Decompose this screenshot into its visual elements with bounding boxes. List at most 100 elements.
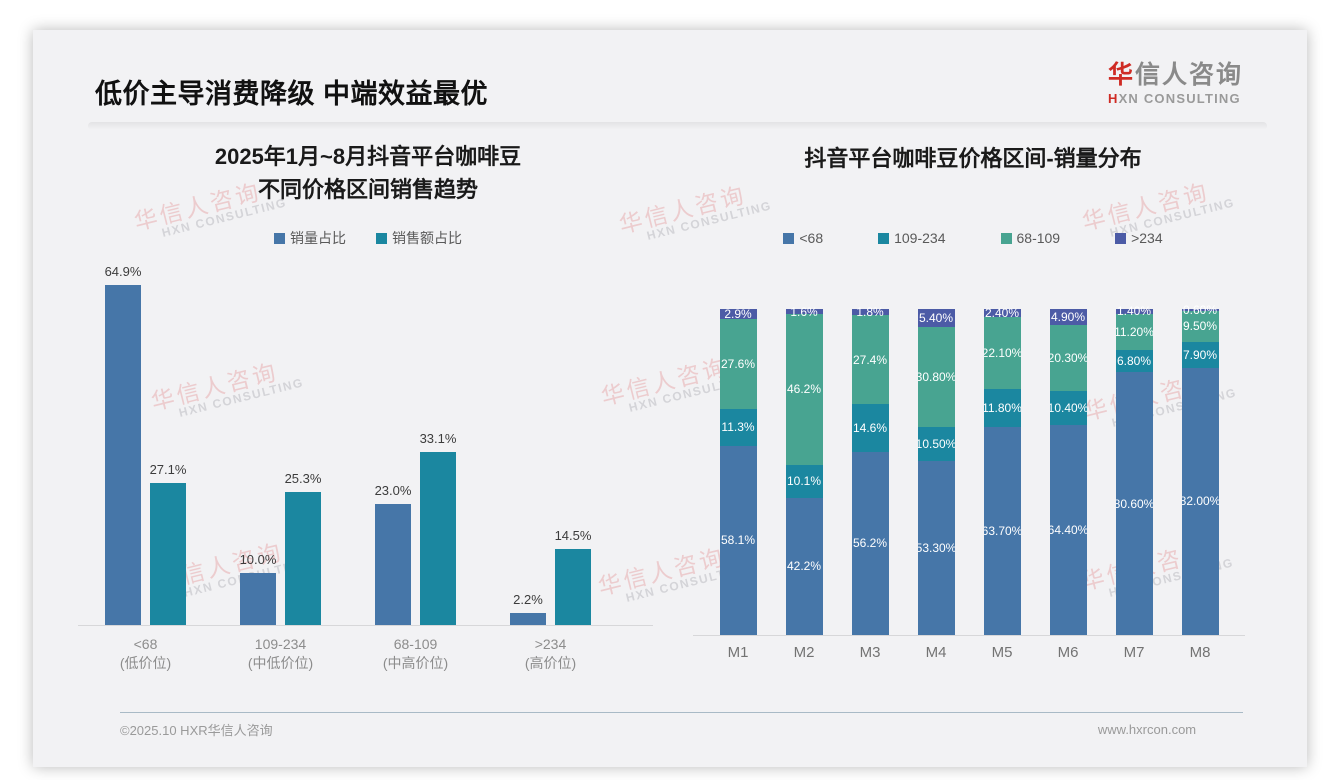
legend-swatch-teal (376, 232, 387, 244)
logo-english-text: HXN CONSULTING (1107, 90, 1241, 106)
legend-swatch-blue (274, 232, 285, 244)
left-chart-title-line2: 不同价格区间销售趋势 (257, 177, 478, 202)
segment-value-label: 4.90% (1050, 310, 1086, 325)
segment-label-wrap: 10.50% (918, 415, 955, 473)
segment-value-label: 27.6% (720, 356, 756, 371)
segment-value-label: 11.80% (983, 401, 1021, 416)
segment-label-wrap: 2.40% (984, 297, 1021, 329)
bar-value-label: 10.0% (239, 551, 277, 567)
bar-segment: 11.20% (1115, 313, 1153, 351)
stacked-bar-group: 64.40% 10.40% 20.30% 4.90% (1035, 309, 1101, 635)
segment-label-wrap: 11.3% (720, 397, 757, 458)
bar-group: 64.9% 27.1% (78, 264, 213, 625)
bar-column: 10.0% (240, 280, 276, 625)
bar-segment: 11.3% (719, 408, 757, 446)
month-label: M5 (991, 644, 1013, 661)
bar-segment: 22.10% (983, 316, 1021, 389)
bar-segment: 82.00% (1181, 367, 1219, 635)
page-title: 低价主导消费降级 中端效益最优 (95, 79, 489, 109)
segment-value-label: 9.50% (1182, 319, 1218, 334)
bar (150, 483, 186, 625)
left-chart-title-line1: 2025年1月~8月抖音平台咖啡豆 (214, 144, 522, 169)
category-label-tier: (中高价位) (382, 655, 449, 671)
segment-value-label: 30.80% (917, 369, 955, 384)
segment-value-label: 56.2% (852, 536, 888, 551)
segment-label-wrap: 9.50% (1182, 299, 1219, 354)
legend-label: <68 (799, 230, 824, 246)
bar-segment: 9.50% (1181, 310, 1219, 342)
bar-column: 25.3% (285, 280, 321, 625)
bar-segment: 58.1% (719, 445, 757, 635)
bar-column: 64.9% (105, 264, 141, 625)
legend-item: 销量占比 (274, 228, 346, 248)
bar-segment: 27.4% (851, 314, 889, 405)
segment-value-label: 2.40% (984, 305, 1020, 320)
bar-group: 10.0% 25.3% (213, 280, 348, 625)
segment-value-label: 10.40% (1049, 401, 1087, 416)
segment-value-label: 7.90% (1182, 347, 1218, 362)
category-label: 109-234 (中低价位) (213, 635, 348, 673)
left-chart-category-labels: <68 (低价位) 109-234 (中低价位) 68-109 (中高价位) >234 (高价… (78, 635, 618, 673)
segment-value-label: 11.3% (721, 420, 755, 435)
bar-segment: 14.6% (851, 404, 889, 452)
category-label-range: 109-234 (254, 636, 307, 652)
right-chart-plot: 58.1% 11.3% 27.6% 2.9% 42.2% 10.1% 46.2% 1.6% 56… (705, 303, 1233, 635)
segment-value-label: 53.30% (917, 541, 955, 556)
bar-segment: 0.60% (1181, 303, 1219, 317)
bar-segment: 42.2% (785, 497, 823, 635)
segment-value-label: 64.40% (1049, 523, 1087, 538)
legend-item: >234 (1115, 230, 1163, 246)
segment-value-label: 10.1% (786, 474, 822, 489)
left-chart-title: 2025年1月~8月抖音平台咖啡豆 不同价格区间销售趋势 (78, 140, 658, 206)
legend-swatch-teal (878, 232, 890, 244)
legend-item: <68 (783, 230, 823, 246)
legend-swatch-green (1000, 232, 1012, 244)
segment-label-wrap: 46.2% (786, 302, 823, 476)
bar-segment: 4.90% (1049, 309, 1087, 325)
segment-value-label: 5.40% (918, 310, 954, 325)
category-label: >234 (高价位) (483, 635, 618, 673)
legend-label: 销售额占比 (392, 230, 462, 246)
stacked-bar-group: 56.2% 14.6% 27.4% 1.8% (837, 305, 903, 635)
segment-label-wrap: 1.8% (852, 297, 889, 327)
category-label-tier: (低价位) (119, 655, 172, 671)
bar-segment: 2.40% (983, 306, 1021, 320)
bar-segment: 10.40% (1049, 391, 1087, 426)
segment-value-label: 10.50% (917, 437, 955, 452)
stacked-bar: 53.30% 10.50% 30.80% 5.40% (917, 309, 955, 635)
legend-swatch-blue (783, 232, 795, 244)
segment-value-label: 1.8% (856, 304, 884, 319)
segment-label-wrap: 1.40% (1116, 297, 1153, 326)
stacked-bar-group: 53.30% 10.50% 30.80% 5.40% (903, 309, 969, 635)
segment-label-wrap: 5.40% (918, 297, 955, 339)
left-chart-axis-line (78, 625, 653, 626)
segment-value-label: 80.60% (1115, 496, 1153, 511)
right-chart-axis-line (693, 635, 1245, 636)
legend-item: 68-109 (1000, 230, 1060, 246)
segment-label-wrap: 42.2% (786, 486, 823, 647)
segment-label-wrap: 82.00% (1182, 356, 1219, 647)
category-label-range: >234 (534, 636, 567, 652)
bar-segment: 1.8% (851, 305, 889, 319)
bar (420, 451, 456, 625)
segment-label-wrap: 64.40% (1050, 413, 1087, 647)
bar-segment: 6.80% (1115, 350, 1153, 373)
segment-value-label: 2.9% (724, 307, 752, 322)
segment-label-wrap: 30.80% (918, 315, 955, 439)
bar-group: 23.0% 33.1% (348, 280, 483, 625)
month-label: M1 (727, 644, 749, 661)
stacked-bar: 58.1% 11.3% 27.6% 2.9% (719, 307, 757, 635)
segment-label-wrap: 58.1% (720, 434, 757, 647)
segment-value-label: 6.80% (1116, 354, 1152, 369)
bar-segment: 63.70% (983, 427, 1021, 635)
bar-segment: 46.2% (785, 314, 823, 465)
month-label: M4 (925, 644, 947, 661)
right-chart: 抖音平台咖啡豆价格区间-销量分布 <68 109-234 68-109 >234… (693, 142, 1253, 661)
segment-value-label: 46.2% (786, 382, 822, 397)
bar-column: 27.1% (150, 280, 186, 625)
segment-label-wrap: 22.10% (984, 305, 1021, 401)
footer-website: www.hxrcon.com (1097, 722, 1197, 737)
logo-chinese-text: 华信人咨询 (1107, 61, 1243, 89)
segment-value-label: 11.20% (1115, 324, 1153, 339)
bar-segment: 53.30% (917, 461, 955, 635)
